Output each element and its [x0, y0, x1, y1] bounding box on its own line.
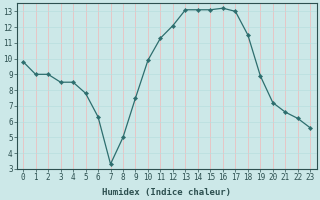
- X-axis label: Humidex (Indice chaleur): Humidex (Indice chaleur): [102, 188, 231, 197]
